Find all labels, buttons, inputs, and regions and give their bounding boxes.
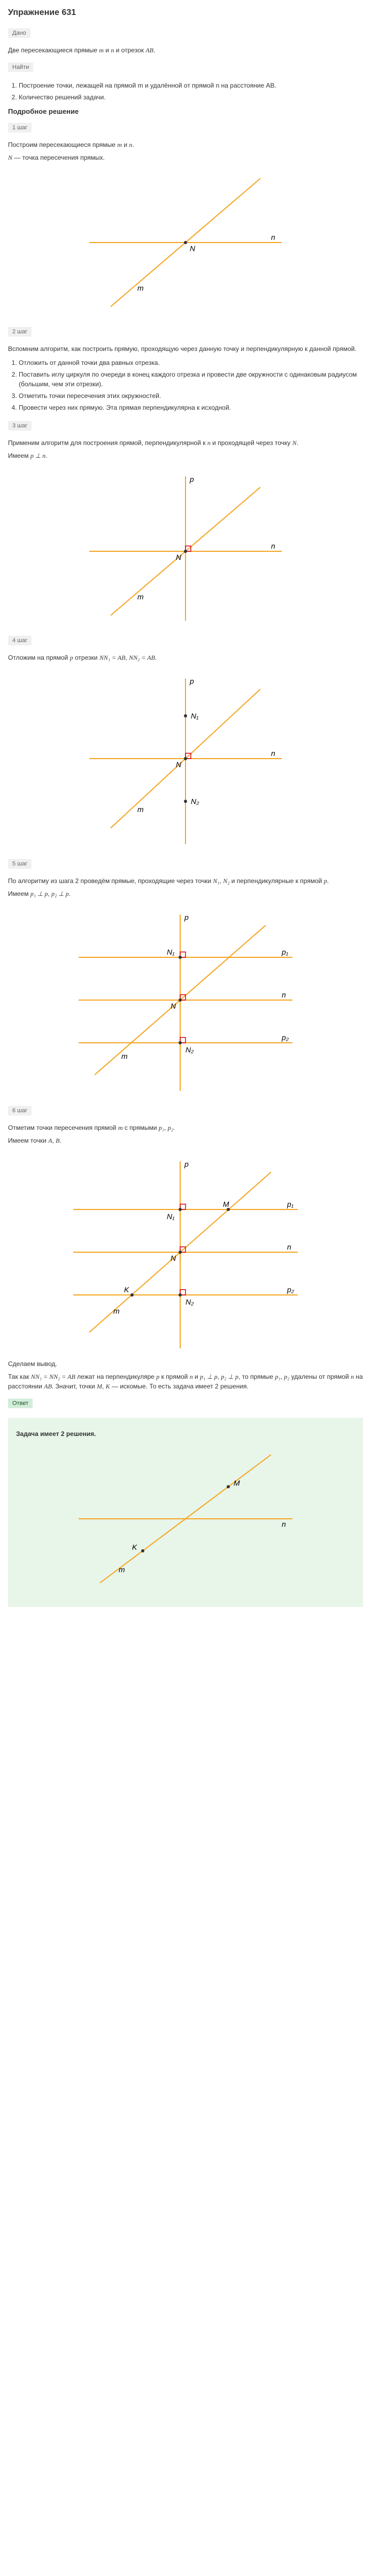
- step6-text2: Имеем точки A, B.: [8, 1136, 363, 1145]
- svg-text:n: n: [271, 542, 275, 550]
- detailed-heading: Подробное решение: [8, 107, 363, 115]
- step-label: 4 шаг: [8, 636, 32, 645]
- svg-text:n: n: [271, 233, 275, 241]
- step4-text: Отложим на прямой p отрезки NN₁ = AB, NN…: [8, 653, 363, 662]
- diagram-answer: M K n m: [68, 1444, 303, 1594]
- find-label: Найти: [8, 63, 33, 72]
- step3-text2: Имеем p ⊥ n.: [8, 451, 363, 460]
- diagram-2: N n m p: [79, 466, 292, 626]
- svg-text:n: n: [282, 1520, 286, 1528]
- conclusion-label: Сделаем вывод.: [8, 1359, 363, 1369]
- svg-text:n: n: [271, 749, 275, 758]
- svg-text:p: p: [184, 913, 189, 922]
- answer-box: Задача имеет 2 решения. M K n m: [8, 1418, 363, 1607]
- step5-text2: Имеем p₁ ⊥ p, p₂ ⊥ p.: [8, 889, 363, 899]
- svg-text:K: K: [132, 1543, 137, 1551]
- exercise-title: Упражнение 631: [8, 8, 363, 18]
- svg-text:N₁: N₁: [191, 712, 199, 720]
- answer-text: Задача имеет 2 решения.: [16, 1429, 355, 1439]
- answer-label: Ответ: [8, 1399, 33, 1408]
- svg-text:p: p: [184, 1160, 189, 1168]
- svg-text:p₁: p₁: [281, 948, 289, 956]
- given-label: Дано: [8, 28, 30, 38]
- svg-text:K: K: [124, 1285, 129, 1294]
- step1-text2: N — точка пересечения прямых.: [8, 153, 363, 162]
- svg-text:p₁: p₁: [287, 1200, 294, 1208]
- diagram-5: N N₁ N₂ M K n m p p₁ p₂: [63, 1151, 308, 1354]
- svg-text:N₂: N₂: [186, 1045, 194, 1054]
- find-item: Построение точки, лежащей на прямой m и …: [19, 81, 363, 90]
- step2-item: Поставить иглу циркуля по очереди в коне…: [19, 370, 363, 389]
- find-item: Количество решений задачи.: [19, 92, 363, 102]
- svg-text:M: M: [223, 1200, 229, 1208]
- step2-item: Отложить от данной точки два равных отре…: [19, 358, 363, 368]
- step6-text1: Отметим точки пересечения прямой m с пря…: [8, 1123, 363, 1133]
- svg-text:p: p: [189, 475, 194, 483]
- step-label: 5 шаг: [8, 859, 32, 869]
- find-list: Построение точки, лежащей на прямой m и …: [19, 81, 363, 102]
- svg-text:p₂: p₂: [281, 1033, 289, 1042]
- conclusion-text: Так как NN₁ = NN₂ = AB лежат на перпенди…: [8, 1372, 363, 1391]
- svg-text:N₁: N₁: [167, 948, 175, 956]
- given-text: Две пересекающиеся прямые m и n и отрезо…: [8, 45, 363, 55]
- svg-text:m: m: [121, 1052, 128, 1060]
- svg-text:m: m: [137, 284, 144, 292]
- step1-text: Построим пересекающиеся прямые m и n.: [8, 140, 363, 150]
- svg-text:N₂: N₂: [191, 797, 199, 806]
- step-label: 1 шаг: [8, 123, 32, 132]
- svg-text:m: m: [137, 805, 144, 814]
- svg-text:M: M: [234, 1479, 240, 1487]
- step2-item: Провести через них прямую. Эта прямая пе…: [19, 403, 363, 412]
- svg-text:N₂: N₂: [186, 1298, 194, 1306]
- step5-text1: По алгоритму из шага 2 проведём прямые, …: [8, 876, 363, 886]
- svg-text:N₁: N₁: [167, 1212, 175, 1221]
- diagram-1: N n m: [79, 168, 292, 317]
- step3-text1: Применим алгоритм для построения прямой,…: [8, 438, 363, 448]
- svg-text:p₂: p₂: [287, 1285, 295, 1294]
- step2-item: Отметить точки пересечения этих окружнос…: [19, 391, 363, 401]
- svg-text:N: N: [190, 244, 196, 253]
- svg-text:m: m: [119, 1565, 125, 1574]
- svg-text:n: n: [282, 990, 286, 999]
- svg-text:N: N: [176, 553, 182, 561]
- svg-text:p: p: [189, 677, 194, 685]
- step2-intro: Вспомним алгоритм, как построить прямую,…: [8, 344, 363, 354]
- svg-text:m: m: [137, 592, 144, 601]
- svg-text:n: n: [287, 1243, 291, 1251]
- step-label: 3 шаг: [8, 421, 32, 431]
- svg-text:N: N: [176, 760, 182, 769]
- diagram-3: N N₁ N₂ n m p: [79, 668, 292, 849]
- step2-list: Отложить от данной точки два равных отре…: [19, 358, 363, 412]
- svg-text:m: m: [113, 1307, 120, 1315]
- svg-text:N: N: [171, 1254, 176, 1262]
- svg-text:N: N: [171, 1002, 176, 1010]
- step-label: 6 шаг: [8, 1106, 32, 1115]
- diagram-4: N N₁ N₂ n m p p₁ p₂: [68, 904, 303, 1096]
- step-label: 2 шаг: [8, 327, 32, 337]
